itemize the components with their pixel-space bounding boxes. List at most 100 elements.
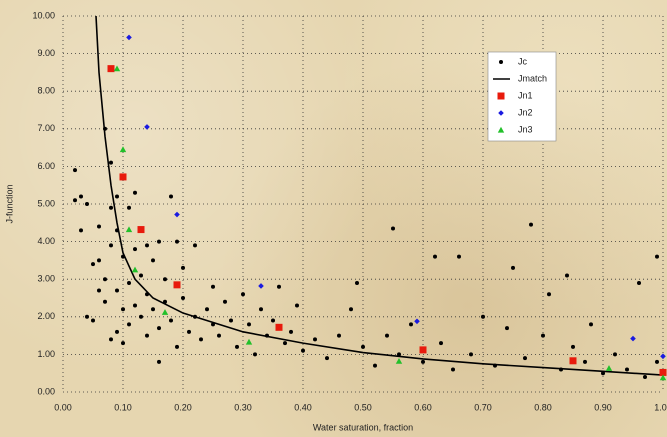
x-tick-label: 0.50	[354, 402, 372, 412]
marker-circle	[229, 318, 233, 323]
x-tick-label: 0.20	[174, 402, 192, 412]
marker-circle	[103, 277, 107, 282]
marker-circle	[421, 359, 425, 364]
legend-label: Jn1	[518, 90, 533, 100]
marker-triangle	[119, 146, 127, 153]
marker-circle	[481, 314, 485, 319]
marker-circle	[157, 239, 161, 244]
marker-diamond	[414, 318, 420, 325]
marker-circle	[85, 202, 89, 206]
marker-circle	[145, 243, 149, 248]
marker-square	[119, 173, 127, 181]
marker-circle	[439, 341, 443, 346]
marker-triangle	[125, 226, 133, 233]
marker-circle	[289, 329, 293, 334]
legend-label: Jmatch	[518, 73, 547, 83]
marker-circle	[91, 318, 95, 323]
marker-circle	[91, 262, 95, 267]
marker-circle	[109, 160, 113, 165]
marker-triangle	[131, 266, 139, 273]
x-tick-label: 1.00	[654, 402, 667, 412]
marker-circle	[655, 254, 659, 259]
marker-circle	[583, 359, 587, 364]
marker-circle	[79, 194, 83, 199]
marker-circle	[169, 318, 173, 323]
marker-circle	[121, 341, 125, 346]
y-tick-label: 1.00	[37, 349, 55, 359]
legend: Jc Jmatch Jn1 Jn2 Jn3	[487, 51, 557, 142]
fit-line	[95, 15, 664, 376]
marker-circle	[571, 344, 575, 349]
marker-circle	[565, 273, 569, 278]
marker-circle	[181, 296, 185, 300]
marker-circle	[523, 356, 527, 361]
marker-circle	[397, 352, 401, 357]
marker-circle	[313, 337, 317, 342]
marker-circle	[139, 314, 143, 319]
marker-circle	[151, 307, 155, 312]
marker-circle	[541, 333, 545, 338]
y-axis-title: J-function	[4, 184, 14, 223]
marker-circle	[181, 265, 185, 270]
marker-circle	[199, 337, 203, 342]
marker-circle	[127, 280, 131, 285]
y-tick-label: 2.00	[37, 311, 55, 321]
marker-circle	[637, 280, 641, 285]
marker-circle	[589, 322, 593, 327]
marker-circle	[85, 314, 89, 319]
marker-circle	[139, 273, 143, 278]
marker-circle	[337, 333, 341, 338]
marker-diamond	[660, 353, 666, 360]
legend-label: Jc	[518, 56, 528, 66]
marker-circle	[259, 307, 263, 312]
marker-diamond	[498, 110, 504, 116]
marker-triangle	[395, 357, 403, 364]
x-axis-title: Water saturation, fraction	[313, 422, 413, 432]
marker-circle	[253, 352, 257, 357]
marker-circle	[97, 224, 101, 229]
marker-circle	[355, 280, 359, 285]
marker-triangle	[497, 126, 505, 133]
marker-circle	[151, 258, 155, 263]
marker-circle	[505, 326, 509, 331]
marker-circle	[121, 307, 125, 312]
marker-circle	[175, 344, 179, 349]
marker-circle	[451, 367, 455, 372]
marker-circle	[145, 333, 149, 338]
marker-circle	[235, 344, 239, 349]
marker-circle	[217, 333, 221, 338]
marker-circle	[133, 190, 137, 195]
x-tick-label: 0.70	[474, 402, 492, 412]
marker-circle	[115, 288, 119, 293]
marker-circle	[187, 329, 191, 334]
marker-square	[137, 226, 145, 234]
marker-circle	[109, 205, 113, 210]
marker-circle	[109, 337, 113, 342]
y-tick-label: 4.00	[37, 236, 55, 246]
marker-circle	[391, 226, 395, 231]
marker-circle	[271, 318, 275, 323]
marker-circle	[211, 284, 215, 289]
y-tick-label: 9.00	[37, 48, 55, 58]
y-tick-label: 3.00	[37, 274, 55, 284]
marker-circle	[295, 303, 299, 308]
marker-circle	[457, 254, 461, 259]
legend-label: Jn2	[518, 107, 533, 117]
x-tick-label: 0.40	[294, 402, 312, 412]
marker-circle	[79, 228, 83, 233]
marker-circle	[529, 222, 533, 227]
marker-circle	[97, 258, 101, 263]
marker-circle	[157, 359, 161, 364]
marker-circle	[73, 168, 77, 173]
marker-circle	[241, 292, 245, 297]
marker-circle	[349, 307, 353, 312]
x-tick-label: 0.30	[234, 402, 252, 412]
marker-circle	[655, 359, 659, 364]
marker-circle	[115, 329, 119, 334]
marker-circle	[625, 367, 629, 372]
legend-label: Jn3	[518, 124, 533, 134]
marker-diamond	[258, 283, 264, 289]
marker-square	[497, 92, 505, 100]
x-tick-label: 0.00	[54, 402, 72, 412]
